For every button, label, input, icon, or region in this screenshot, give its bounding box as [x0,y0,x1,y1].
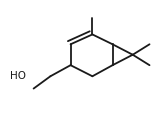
Text: HO: HO [10,71,26,81]
